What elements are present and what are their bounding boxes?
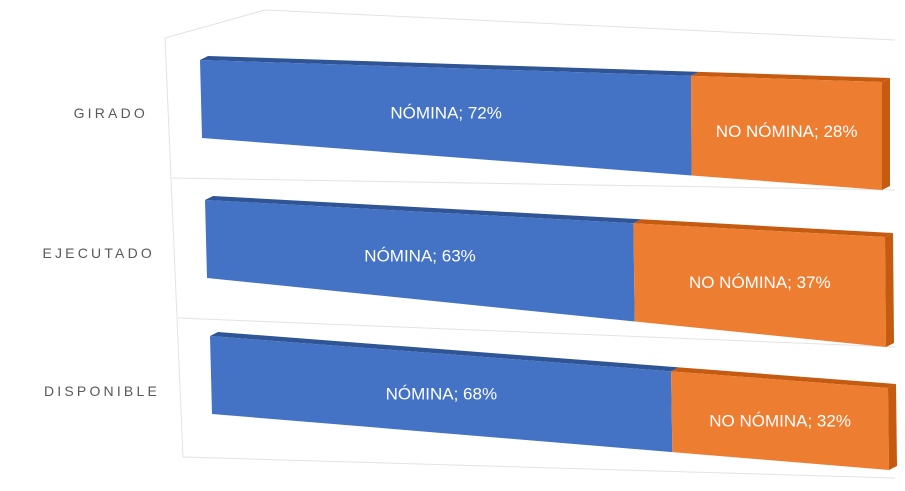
gridline: [171, 177, 896, 191]
bar-top-no-nomina-girado: [691, 71, 890, 82]
gridlines: [164, 9, 896, 479]
bar-top-no-nomina-disponible: [671, 367, 896, 388]
bar-top-no-nomina-ejecutado: [633, 219, 893, 237]
data-label-nomina-disponible: NÓMINA; 68%: [386, 384, 497, 403]
category-label-girado: GIRADO: [74, 105, 148, 121]
data-labels: NÓMINA; 72% NO NÓMINA; 28% NÓMINA; 63% NO N…: [364, 103, 857, 430]
bar-no-nomina-girado: [691, 75, 882, 190]
bar-top-nomina-girado: [200, 56, 700, 76]
bar-top-nomina-ejecutado: [205, 196, 642, 224]
gridline: [177, 317, 896, 348]
gridline: [264, 9, 896, 41]
axis-wall: [164, 9, 266, 458]
bar-end-no-nomina-girado: [882, 78, 890, 190]
data-label-no-nomina-disponible: NO NÓMINA; 32%: [709, 411, 851, 430]
bar-top-nomina-disponible: [210, 332, 680, 372]
data-label-nomina-girado: NÓMINA; 72%: [390, 103, 501, 122]
bar-nomina-ejecutado: [205, 200, 635, 322]
bar-end-no-nomina-disponible: [888, 384, 897, 470]
bar-nomina-girado: [200, 60, 692, 176]
category-label-disponible: DISPONIBLE: [44, 383, 160, 399]
data-label-no-nomina-ejecutado: NO NÓMINA; 37%: [689, 273, 831, 292]
bar-no-nomina-disponible: [671, 371, 889, 470]
gridline: [182, 456, 896, 479]
bar-nomina-disponible: [210, 336, 673, 453]
data-label-no-nomina-girado: NO NÓMINA; 28%: [716, 122, 858, 141]
category-labels: GIRADO EJECUTADO DISPONIBLE: [42, 105, 160, 399]
data-label-nomina-ejecutado: NÓMINA; 63%: [364, 247, 475, 266]
bar-end-no-nomina-ejecutado: [885, 233, 894, 347]
bars: [200, 56, 897, 470]
bar-no-nomina-ejecutado: [633, 223, 886, 347]
category-label-ejecutado: EJECUTADO: [42, 245, 155, 261]
